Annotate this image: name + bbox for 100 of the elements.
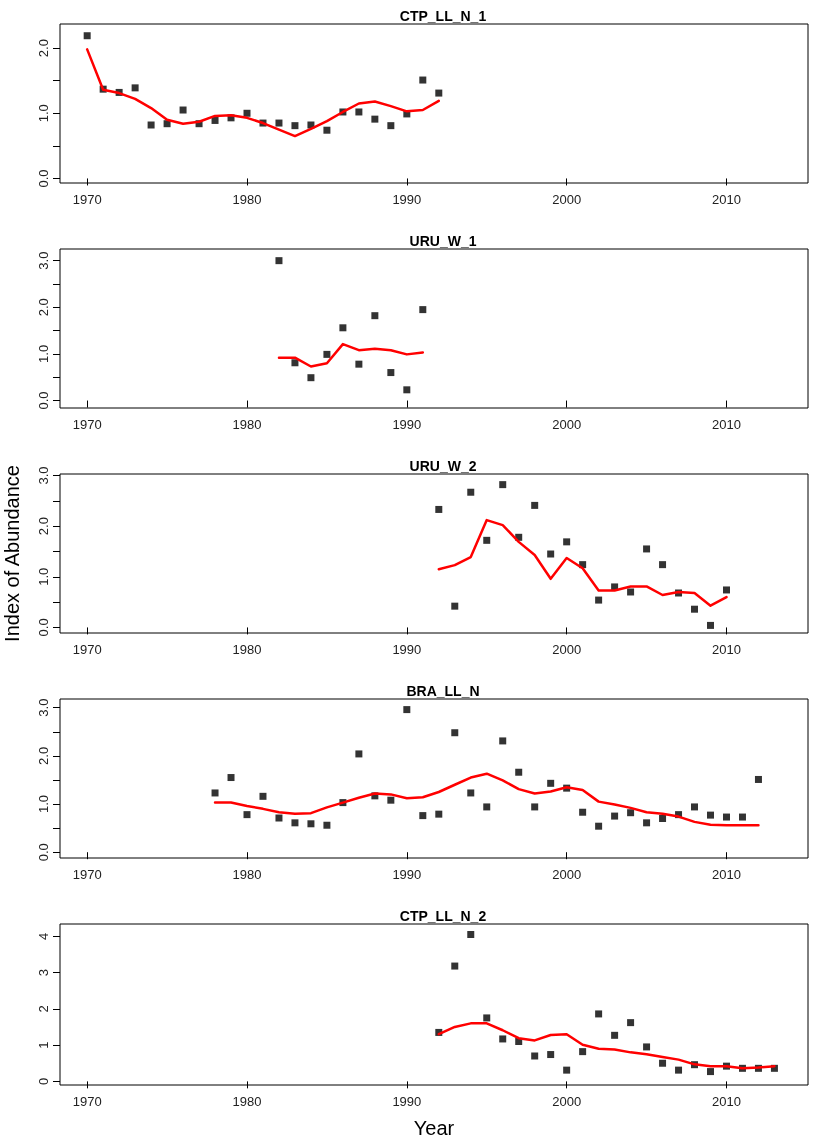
x-tick-label: 1990: [392, 1094, 422, 1109]
x-tick-label: 2000: [552, 192, 582, 207]
x-tick-label: 1980: [232, 417, 262, 432]
y-tick-label: 2.0: [36, 298, 51, 317]
point: [435, 505, 443, 513]
point: [579, 1048, 587, 1056]
point: [531, 803, 539, 811]
y-tick-label: 2.0: [36, 39, 51, 58]
x-tick-label: 1990: [392, 867, 422, 882]
point: [291, 359, 299, 367]
point: [291, 819, 299, 827]
point: [323, 821, 331, 829]
point: [387, 122, 395, 130]
point: [483, 803, 491, 811]
point: [259, 792, 267, 800]
y-tick-label: 3.0: [36, 698, 51, 717]
x-tick-label: 1980: [232, 867, 262, 882]
x-tick-label: 1970: [72, 867, 102, 882]
point: [707, 621, 714, 629]
y-tick-label: 3.0: [36, 251, 51, 270]
point: [611, 1031, 619, 1039]
x-tick-label: 1980: [232, 642, 262, 657]
y-tick-label: 1.0: [36, 344, 51, 363]
point: [419, 76, 427, 84]
point: [627, 809, 635, 817]
point: [659, 814, 667, 822]
point: [563, 1066, 571, 1074]
chart-title: CTP_LL_N_1: [399, 8, 487, 24]
point: [355, 360, 363, 368]
point: [547, 550, 555, 558]
x-tick-label: 2000: [552, 642, 582, 657]
point: [643, 819, 651, 827]
x-tick-label: 2000: [552, 417, 582, 432]
point: [243, 811, 251, 819]
point: [499, 481, 507, 489]
point: [227, 774, 235, 782]
line-series: [85, 48, 441, 138]
x-tick-label: 2010: [712, 1094, 741, 1109]
point: [147, 121, 155, 129]
point: [275, 814, 283, 822]
x-tick-label: 1990: [392, 417, 422, 432]
x-axis-title: Year: [413, 1117, 455, 1139]
point: [595, 596, 603, 604]
point: [403, 386, 411, 394]
point: [467, 931, 475, 939]
y-tick-label: 0.0: [36, 843, 51, 862]
point: [483, 536, 491, 544]
point: [707, 811, 714, 819]
point: [691, 605, 699, 613]
point: [563, 538, 571, 546]
chart-title: CTP_LL_N_2: [399, 908, 487, 924]
point: [323, 126, 331, 134]
point: [627, 1019, 635, 1027]
point: [131, 84, 139, 92]
point: [499, 1035, 507, 1043]
y-tick-label: 3.0: [36, 466, 51, 485]
line-series: [437, 518, 728, 607]
y-tick-label: 2.0: [36, 517, 51, 536]
point: [515, 768, 523, 776]
point: [595, 822, 603, 830]
x-tick-label: 1970: [72, 192, 102, 207]
point: [435, 89, 443, 97]
x-tick-label: 2010: [712, 867, 741, 882]
point: [355, 108, 363, 116]
point: [243, 109, 251, 117]
point: [659, 561, 667, 569]
x-tick-label: 2000: [552, 867, 582, 882]
y-tick-label: 3: [36, 968, 51, 977]
x-tick-label: 2010: [712, 417, 741, 432]
point: [467, 789, 475, 797]
point: [323, 350, 331, 358]
chart-title: URU_W_2: [409, 458, 477, 474]
point: [547, 1051, 555, 1059]
x-tick-label: 2010: [712, 192, 741, 207]
point: [595, 1010, 603, 1018]
point: [371, 312, 379, 320]
point: [547, 779, 555, 787]
x-tick-label: 1990: [392, 192, 422, 207]
line-series: [277, 342, 425, 368]
point: [627, 588, 635, 596]
y-tick-label: 0.0: [36, 391, 51, 410]
point: [307, 820, 315, 828]
y-tick-label: 1: [36, 1041, 51, 1049]
point: [83, 32, 91, 40]
point: [451, 729, 459, 737]
point: [531, 1052, 539, 1060]
point: [355, 750, 363, 758]
point: [451, 602, 459, 610]
line-series: [213, 772, 760, 827]
y-tick-label: 1.0: [36, 104, 51, 123]
point: [419, 306, 427, 314]
point: [211, 789, 219, 797]
point: [419, 812, 427, 820]
x-tick-label: 1980: [232, 1094, 262, 1109]
x-tick-label: 1970: [72, 642, 102, 657]
point: [435, 810, 443, 818]
point: [499, 737, 507, 745]
point: [307, 374, 315, 382]
point: [579, 808, 587, 816]
point: [659, 1059, 667, 1067]
